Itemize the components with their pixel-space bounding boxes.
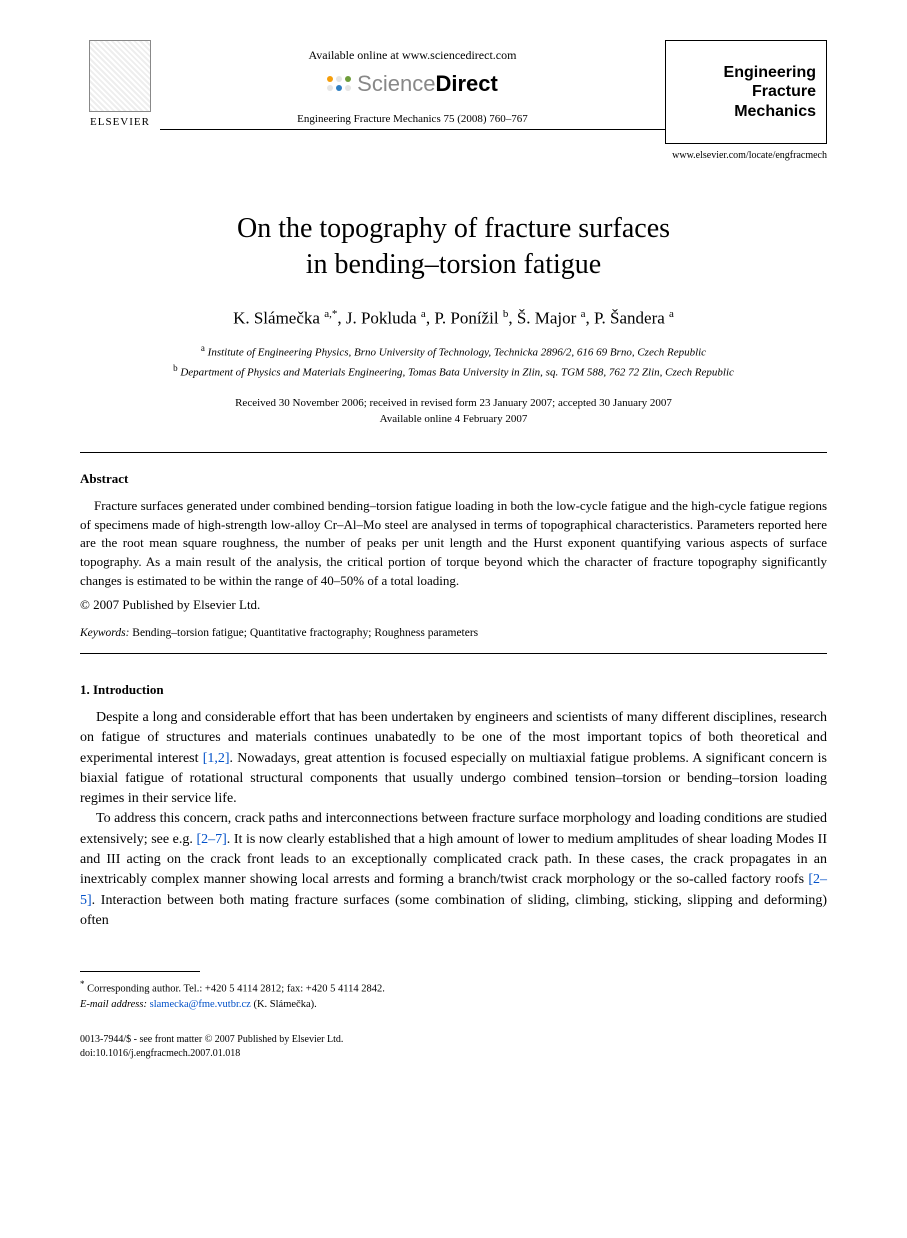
sciencedirect-logo: ScienceDirect bbox=[327, 71, 498, 97]
intro-heading: 1. Introduction bbox=[80, 682, 827, 698]
footnote-line-2: E-mail address: slamecka@fme.vutbr.cz (K… bbox=[80, 997, 827, 1013]
journal-title-l3: Mechanics bbox=[734, 102, 816, 121]
title-line-2: in bending–torsion fatigue bbox=[306, 249, 602, 280]
p2-text-c: . Interaction between both mating fractu… bbox=[80, 893, 827, 928]
keywords-line: Keywords: Bending–torsion fatigue; Quant… bbox=[80, 627, 827, 639]
intro-body: Despite a long and considerable effort t… bbox=[80, 708, 827, 931]
divider-bottom bbox=[80, 653, 827, 654]
affiliation-b: b Department of Physics and Materials En… bbox=[80, 362, 827, 381]
authors-line: K. Slámečka a,*, J. Pokluda a, P. Poníži… bbox=[80, 308, 827, 329]
divider-top bbox=[80, 452, 827, 453]
footnote-line-1: * Corresponding author. Tel.: +420 5 411… bbox=[80, 978, 827, 997]
journal-title-l1: Engineering bbox=[724, 63, 816, 82]
journal-cover-box: Engineering Fracture Mechanics bbox=[665, 40, 827, 144]
ref-link[interactable]: [2–7] bbox=[196, 832, 226, 847]
dates-line-1: Received 30 November 2006; received in r… bbox=[235, 397, 672, 409]
corresponding-author-footnote: * Corresponding author. Tel.: +420 5 411… bbox=[80, 978, 827, 1013]
publisher-logo: ELSEVIER bbox=[80, 40, 160, 128]
paper-page: ELSEVIER Available online at www.science… bbox=[0, 0, 907, 1101]
keywords-text: Bending–torsion fatigue; Quantitative fr… bbox=[132, 627, 478, 639]
elsevier-tree-icon bbox=[89, 40, 151, 112]
star-icon: * bbox=[80, 979, 85, 989]
keywords-label: Keywords: bbox=[80, 627, 129, 639]
sd-dots-icon bbox=[327, 76, 351, 91]
corr-author-text: Corresponding author. Tel.: +420 5 4114 … bbox=[87, 984, 385, 995]
available-online-text: Available online at www.sciencedirect.co… bbox=[160, 48, 665, 63]
issn-line: 0013-7944/$ - see front matter © 2007 Pu… bbox=[80, 1033, 827, 1047]
publisher-name: ELSEVIER bbox=[80, 116, 160, 128]
header-row: ELSEVIER Available online at www.science… bbox=[80, 40, 827, 161]
abstract-heading: Abstract bbox=[80, 471, 827, 487]
intro-para-1: Despite a long and considerable effort t… bbox=[80, 708, 827, 809]
email-link[interactable]: slamecka@fme.vutbr.cz bbox=[150, 999, 251, 1010]
abstract-copyright: © 2007 Published by Elsevier Ltd. bbox=[80, 597, 827, 613]
affiliation-b-text: Department of Physics and Materials Engi… bbox=[180, 366, 734, 378]
sd-dot bbox=[327, 85, 333, 91]
sd-dot bbox=[336, 76, 342, 82]
affiliation-a-text: Institute of Engineering Physics, Brno U… bbox=[208, 347, 706, 359]
email-tail: (K. Slámečka). bbox=[253, 999, 316, 1010]
center-header: Available online at www.sciencedirect.co… bbox=[160, 40, 665, 130]
journal-url[interactable]: www.elsevier.com/locate/engfracmech bbox=[665, 150, 827, 161]
article-dates: Received 30 November 2006; received in r… bbox=[80, 395, 827, 428]
sd-dot bbox=[345, 76, 351, 82]
journal-title-l2: Fracture bbox=[752, 82, 816, 101]
sd-wordmark: ScienceDirect bbox=[357, 71, 498, 97]
sd-word-bold: Direct bbox=[435, 71, 497, 96]
dates-line-2: Available online 4 February 2007 bbox=[380, 413, 528, 425]
title-line-1: On the topography of fracture surfaces bbox=[237, 213, 670, 244]
sd-word-light: Science bbox=[357, 71, 435, 96]
affiliations: a Institute of Engineering Physics, Brno… bbox=[80, 342, 827, 380]
header-rule bbox=[160, 129, 665, 130]
citation-line: Engineering Fracture Mechanics 75 (2008)… bbox=[160, 113, 665, 125]
affiliation-a: a Institute of Engineering Physics, Brno… bbox=[80, 342, 827, 361]
sd-dot bbox=[345, 85, 351, 91]
footnote-rule bbox=[80, 971, 200, 972]
email-label: E-mail address: bbox=[80, 999, 147, 1010]
doi-line: doi:10.1016/j.engfracmech.2007.01.018 bbox=[80, 1047, 827, 1061]
journal-column: Engineering Fracture Mechanics www.elsev… bbox=[665, 40, 827, 161]
ref-link[interactable]: [1,2] bbox=[203, 751, 230, 766]
abstract-body: Fracture surfaces generated under combin… bbox=[80, 497, 827, 591]
intro-para-2: To address this concern, crack paths and… bbox=[80, 809, 827, 931]
paper-title: On the topography of fracture surfaces i… bbox=[80, 211, 827, 284]
footer-meta: 0013-7944/$ - see front matter © 2007 Pu… bbox=[80, 1033, 827, 1061]
sd-dot bbox=[327, 76, 333, 82]
sd-dot bbox=[336, 85, 342, 91]
